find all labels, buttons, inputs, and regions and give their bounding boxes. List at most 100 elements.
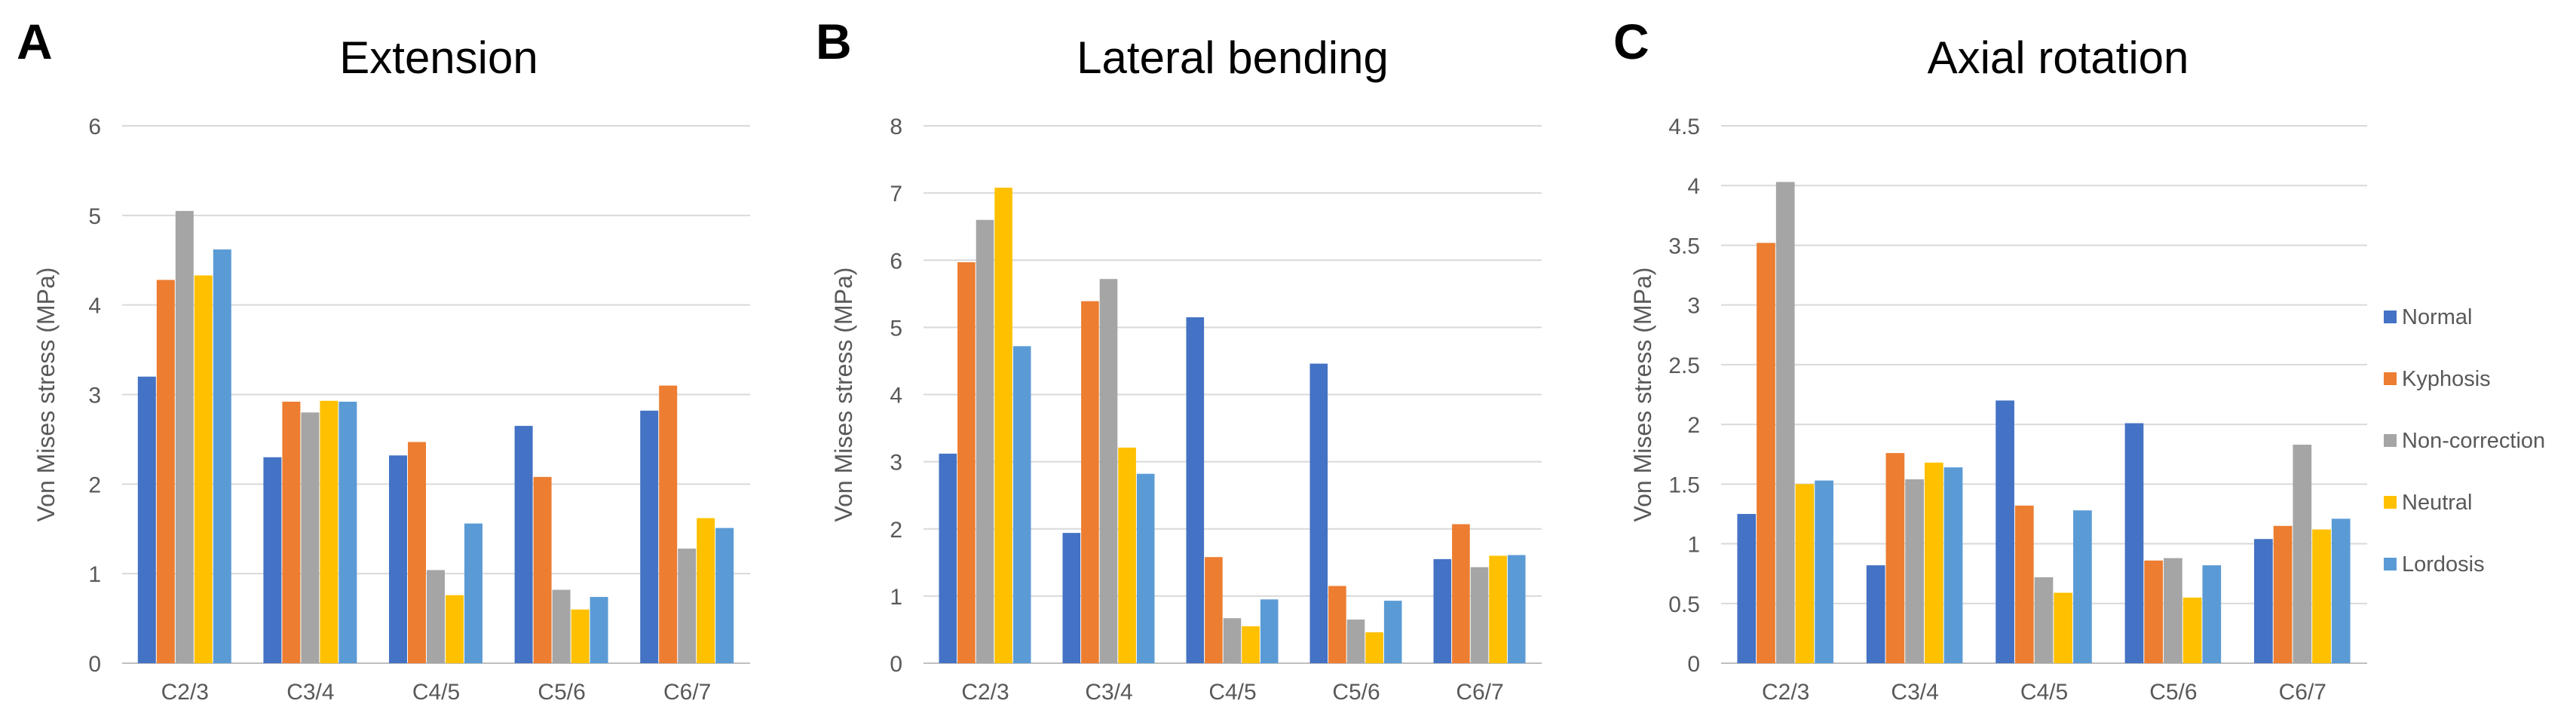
y-tick-label: 3 — [1687, 294, 1700, 319]
bar-lordosis-C2-3 — [1012, 346, 1031, 663]
bar-lordosis-C2-3 — [213, 249, 231, 663]
y-tick-label: 8 — [890, 115, 902, 139]
y-tick-label: 6 — [890, 249, 902, 274]
bar-non-correction-C3-4 — [1905, 479, 1924, 663]
bar-non-correction-C6-7 — [1470, 567, 1489, 663]
bar-lordosis-C4-5 — [2073, 510, 2092, 663]
bar-kyphosis-C4-5 — [1205, 557, 1223, 663]
x-tick-label: C6/7 — [663, 680, 711, 705]
legend-item: Lordosis — [2384, 552, 2485, 577]
bar-kyphosis-C2-3 — [1757, 243, 1775, 664]
bar-neutral-C6-7 — [2312, 529, 2331, 663]
y-tick-label: 1 — [1687, 533, 1700, 558]
x-tick-label: C2/3 — [161, 680, 209, 705]
legend-swatch — [2384, 311, 2397, 323]
bar-kyphosis-C6-7 — [659, 385, 678, 663]
bar-lordosis-C6-7 — [715, 528, 734, 663]
legend-item: Normal — [2384, 305, 2472, 329]
bar-neutral-C5-6 — [1365, 632, 1383, 663]
bar-normal-C6-7 — [2254, 539, 2273, 663]
bar-non-correction-C3-4 — [1099, 279, 1118, 663]
bar-neutral-C3-4 — [1924, 462, 1943, 663]
bar-neutral-C2-3 — [1795, 484, 1815, 663]
bar-non-correction-C6-7 — [2293, 445, 2312, 663]
bar-neutral-C5-6 — [2182, 597, 2202, 663]
y-tick-label: 2.5 — [1668, 353, 1700, 378]
bar-lordosis-C5-6 — [590, 597, 608, 663]
bar-non-correction-C3-4 — [301, 412, 320, 663]
legend-item: Neutral — [2384, 491, 2473, 515]
bar-neutral-C4-5 — [1242, 626, 1260, 663]
bar-non-correction-C6-7 — [678, 548, 697, 663]
bar-neutral-C3-4 — [320, 400, 338, 663]
bar-normal-C3-4 — [1866, 565, 1885, 663]
bar-lordosis-C6-7 — [1507, 555, 1526, 663]
bar-neutral-C2-3 — [194, 275, 213, 663]
chart-title: Lateral bending — [1077, 32, 1389, 83]
legend: Normal Kyphosis Non-correction Neutral Lordo… — [2384, 305, 2545, 577]
legend-item: Non-correction — [2384, 429, 2545, 453]
legend-label: Normal — [2402, 305, 2472, 329]
x-tick-label: C3/4 — [286, 680, 334, 705]
bar-normal-C6-7 — [1433, 558, 1452, 663]
y-tick-label: 4 — [88, 294, 101, 319]
x-tick-label: C4/5 — [1208, 680, 1256, 705]
y-tick-label: 6 — [88, 115, 101, 139]
bar-kyphosis-C6-7 — [1452, 524, 1470, 663]
bar-normal-C5-6 — [2124, 423, 2144, 663]
bar-non-correction-C5-6 — [2164, 558, 2182, 663]
bar-normal-C4-5 — [1186, 317, 1205, 663]
bar-non-correction-C2-3 — [1775, 182, 1795, 664]
panel-letter: C — [1613, 14, 1649, 69]
chart-panel-b: B Lateral bending 0 1 2 3 4 5 6 7 8 Von Mises stres… — [816, 14, 1542, 705]
bar-lordosis-C4-5 — [1260, 599, 1279, 663]
legend-swatch — [2384, 558, 2397, 571]
chart-panel-c: C Axial rotation 0 0.5 1 1.5 2 2.5 3 3.5 4 4.5 Von M… — [1613, 14, 2367, 705]
chart-title: Axial rotation — [1928, 32, 2189, 83]
bar-lordosis-C4-5 — [464, 523, 482, 663]
bar-lordosis-C5-6 — [1383, 601, 1402, 663]
legend-item: Kyphosis — [2384, 367, 2491, 391]
bar-normal-C3-4 — [1062, 533, 1081, 663]
bar-non-correction-C2-3 — [175, 210, 194, 663]
bar-lordosis-C3-4 — [1943, 467, 1963, 663]
legend-swatch — [2384, 372, 2397, 385]
bar-non-correction-C4-5 — [427, 570, 445, 663]
bar-lordosis-C2-3 — [1815, 480, 1833, 663]
y-tick-label: 2 — [88, 473, 101, 497]
bar-normal-C4-5 — [389, 455, 408, 663]
bar-normal-C5-6 — [514, 426, 533, 663]
legend-label: Kyphosis — [2402, 367, 2491, 391]
legend-label: Lordosis — [2402, 552, 2485, 577]
bar-non-correction-C5-6 — [1346, 620, 1365, 663]
bar-normal-C4-5 — [1996, 400, 2014, 663]
x-tick-label: C3/4 — [1891, 680, 1938, 705]
bar-non-correction-C4-5 — [1223, 618, 1242, 663]
bar-kyphosis-C3-4 — [1081, 301, 1099, 663]
y-tick-label: 5 — [890, 316, 902, 341]
bar-kyphosis-C2-3 — [957, 262, 976, 664]
bar-neutral-C4-5 — [2054, 592, 2073, 663]
bar-non-correction-C5-6 — [552, 589, 571, 663]
bar-lordosis-C6-7 — [2331, 519, 2351, 663]
y-tick-label: 3.5 — [1668, 234, 1700, 259]
panel-letter: B — [816, 14, 852, 69]
bar-kyphosis-C5-6 — [533, 476, 552, 663]
y-tick-label: 3 — [88, 384, 101, 408]
y-tick-label: 0 — [1687, 652, 1700, 677]
x-tick-label: C2/3 — [961, 680, 1009, 705]
bar-neutral-C6-7 — [697, 518, 715, 663]
y-axis-label: Von Mises stress (MPa) — [1629, 268, 1656, 522]
legend-swatch — [2384, 434, 2397, 447]
bar-normal-C2-3 — [939, 453, 957, 663]
y-tick-label: 2 — [1687, 413, 1700, 438]
bar-neutral-C4-5 — [445, 595, 464, 663]
legend-label: Non-correction — [2402, 429, 2545, 453]
y-tick-label: 4 — [1687, 174, 1700, 199]
bar-kyphosis-C2-3 — [156, 280, 175, 663]
y-axis-label: Von Mises stress (MPa) — [32, 268, 60, 522]
x-tick-label: C5/6 — [2149, 680, 2197, 705]
y-tick-label: 0 — [88, 652, 101, 677]
